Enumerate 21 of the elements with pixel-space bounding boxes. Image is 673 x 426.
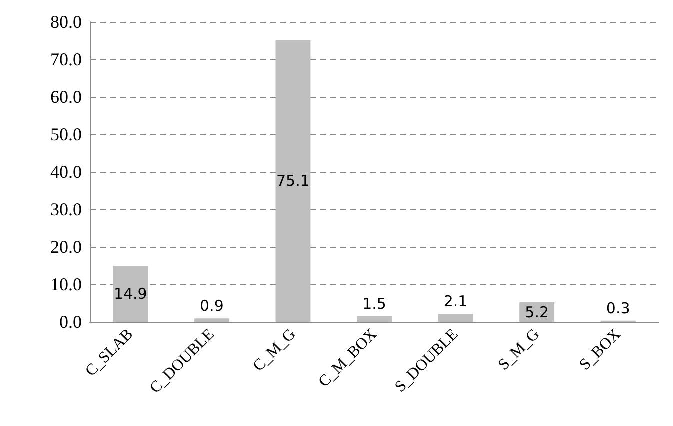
bar <box>113 266 148 322</box>
y-tick-label: 70.0 <box>50 50 82 70</box>
bar <box>276 40 311 322</box>
data-label: 75.1 <box>276 172 310 190</box>
y-tick-label: 20.0 <box>50 237 82 257</box>
y-tick-label: 10.0 <box>50 274 82 294</box>
data-label: 1.5 <box>362 294 386 313</box>
bar <box>438 314 474 322</box>
y-tick-label: 0.0 <box>60 312 82 332</box>
data-label: 2.1 <box>444 292 468 311</box>
y-tick-label: 60.0 <box>50 87 82 107</box>
y-tick-label: 50.0 <box>50 124 82 144</box>
y-tick-label: 80.0 <box>50 12 82 32</box>
data-label: 5.2 <box>525 303 549 322</box>
y-tick-label: 40.0 <box>50 162 82 182</box>
bar <box>357 316 392 322</box>
data-label: 0.3 <box>606 299 630 318</box>
data-label: 14.9 <box>114 285 148 304</box>
data-label: 0.9 <box>200 297 224 316</box>
bar <box>194 318 230 322</box>
y-tick-label: 30.0 <box>50 200 82 220</box>
